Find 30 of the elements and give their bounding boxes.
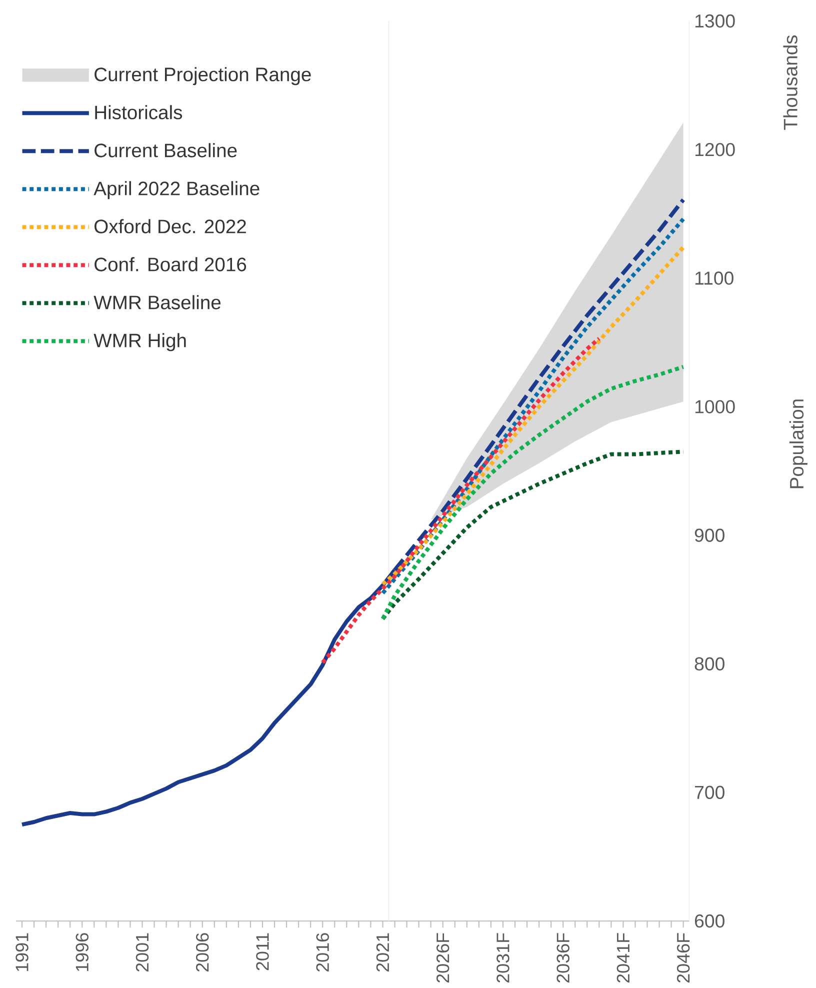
y-tick-label: 700 — [695, 786, 724, 800]
x-tick-label: 2026F — [436, 933, 450, 983]
x-tick-label: 2046F — [676, 933, 690, 983]
y-tick-label: 1000 — [695, 400, 735, 414]
x-tick-label: 2006 — [196, 933, 209, 972]
x-tick-label: 1991 — [16, 933, 28, 972]
y-tick-label: 1200 — [695, 142, 735, 156]
x-tick-label: 2001 — [136, 933, 149, 972]
legend-label: Current Baseline — [94, 143, 237, 158]
legend-label: April 2022 Baseline — [94, 181, 260, 200]
legend-label: Conf. Board 2016 — [94, 257, 246, 272]
legend-label: WMR High — [94, 333, 186, 352]
y-tick-label: 1100 — [695, 272, 734, 285]
x-tick-label: 2031F — [496, 933, 510, 983]
legend-label: Oxford Dec. 2022 — [94, 219, 246, 234]
x-tick-label: 1996 — [76, 933, 88, 972]
x-tick-label: 2041F — [616, 933, 630, 983]
y-tick-label: 1300 — [695, 14, 735, 28]
y-tick-label: 600 — [694, 914, 724, 928]
legend-label: Current Projection Range — [94, 67, 311, 86]
legend-label: Historicals — [95, 105, 182, 120]
y-tick-label: 800 — [694, 657, 724, 670]
x-tick-label: 2036F — [556, 933, 570, 983]
y-tick-label: 900 — [694, 528, 724, 542]
text: Thousands — [783, 35, 798, 130]
y-axis-title: Population — [789, 400, 808, 488]
x-tick-label: 2016 — [316, 933, 329, 972]
x-tick-label: 2021 — [376, 933, 390, 972]
x-tick-label: 2011 — [256, 933, 269, 970]
legend-label: WMR Baseline — [94, 295, 221, 310]
